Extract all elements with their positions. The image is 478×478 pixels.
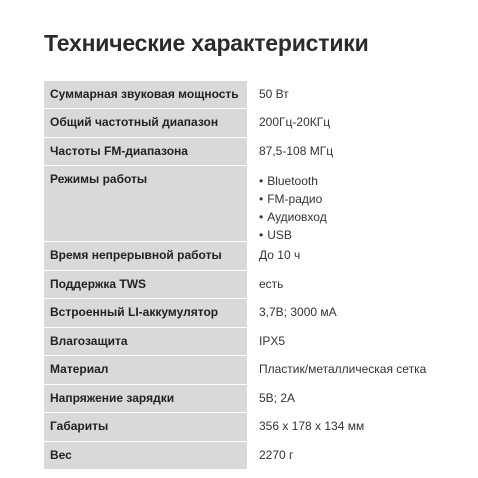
spec-row-material: Материал Пластик/металлическая сетка: [44, 356, 444, 385]
spec-value: 87,5-108 МГц: [247, 138, 444, 165]
spec-value: 5В; 2А: [247, 385, 444, 412]
specs-table: Суммарная звуковая мощность 50 Вт Общий …: [44, 81, 444, 470]
modes-list: Bluetooth FM-радио Аудиовход USB: [259, 172, 444, 241]
spec-label: Напряжение зарядки: [44, 385, 247, 412]
spec-label: Режимы работы: [44, 166, 247, 241]
mode-item: FM-радио: [259, 190, 444, 208]
spec-row-frequency-range: Общий частотный диапазон 200Гц-20КГц: [44, 109, 444, 138]
spec-row-modes: Режимы работы Bluetooth FM-радио Аудиовх…: [44, 166, 444, 242]
spec-value: есть: [247, 271, 444, 298]
mode-item: Аудиовход: [259, 208, 444, 226]
spec-row-dimensions: Габариты 356 х 178 х 134 мм: [44, 413, 444, 442]
spec-row-water-protection: Влагозащита IPX5: [44, 328, 444, 356]
spec-label: Общий частотный диапазон: [44, 109, 247, 137]
spec-value: 356 х 178 х 134 мм: [247, 413, 444, 441]
spec-row-charging-voltage: Напряжение зарядки 5В; 2А: [44, 385, 444, 413]
spec-row-tws: Поддержка TWS есть: [44, 271, 444, 299]
spec-value: IPX5: [247, 328, 444, 355]
spec-label: Встроенный LI-аккумулятор: [44, 299, 247, 327]
spec-label: Материал: [44, 356, 247, 384]
spec-value: 2270 г: [247, 442, 444, 469]
spec-row-power: Суммарная звуковая мощность 50 Вт: [44, 81, 444, 109]
spec-value: 200Гц-20КГц: [247, 109, 444, 137]
spec-value: Пластик/металлическая сетка: [247, 356, 444, 384]
spec-label: Суммарная звуковая мощность: [44, 81, 247, 108]
spec-value: 3,7В; 3000 мА: [247, 299, 444, 327]
spec-row-battery: Встроенный LI-аккумулятор 3,7В; 3000 мА: [44, 299, 444, 328]
spec-value: Bluetooth FM-радио Аудиовход USB: [247, 166, 444, 241]
spec-label: Габариты: [44, 413, 247, 441]
spec-label: Вес: [44, 442, 247, 469]
spec-row-weight: Вес 2270 г: [44, 442, 444, 470]
spec-label: Время непрерывной работы: [44, 242, 247, 270]
spec-value: До 10 ч: [247, 242, 444, 270]
mode-item: USB: [259, 226, 444, 241]
spec-label: Частоты FM-диапазона: [44, 138, 247, 165]
spec-row-fm-range: Частоты FM-диапазона 87,5-108 МГц: [44, 138, 444, 166]
spec-label: Влагозащита: [44, 328, 247, 355]
mode-item: Bluetooth: [259, 172, 444, 190]
spec-row-runtime: Время непрерывной работы До 10 ч: [44, 242, 444, 271]
spec-value: 50 Вт: [247, 81, 444, 108]
page-title: Технические характеристики: [44, 30, 369, 56]
spec-label: Поддержка TWS: [44, 271, 247, 298]
